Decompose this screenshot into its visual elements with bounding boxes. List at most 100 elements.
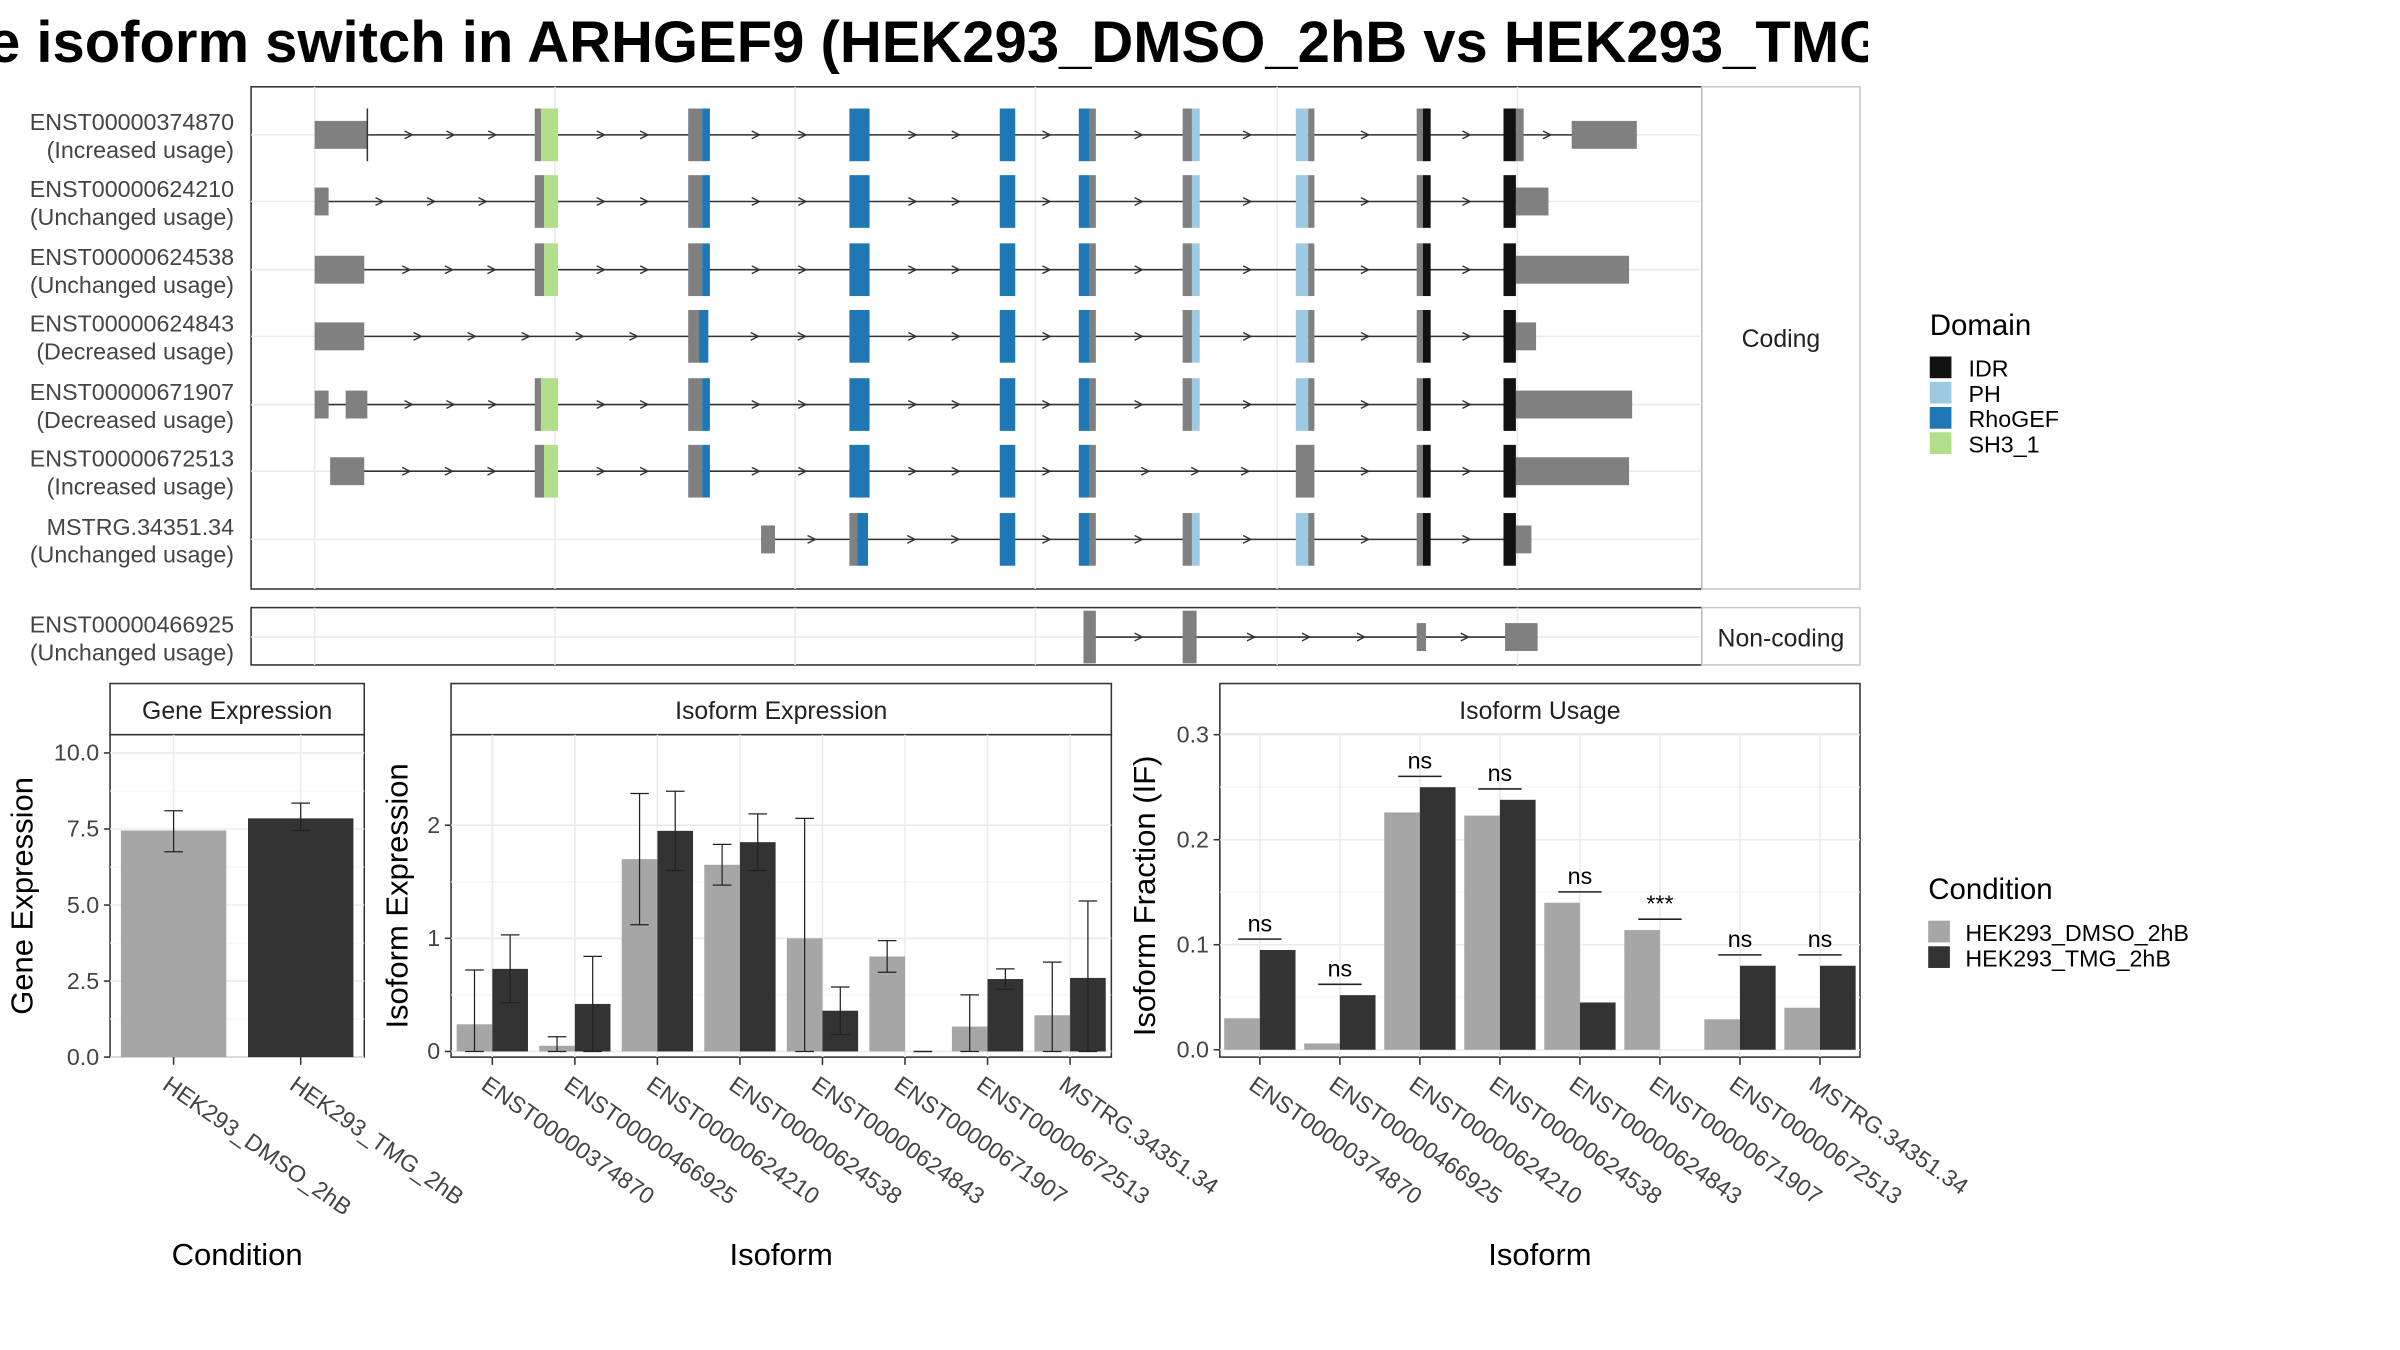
intron-arrow bbox=[750, 331, 761, 341]
intron-arrow bbox=[487, 466, 497, 476]
bar bbox=[739, 842, 776, 1052]
exon bbox=[1515, 108, 1524, 162]
intron-arrow bbox=[487, 265, 497, 275]
exon bbox=[314, 120, 368, 149]
domain-PH bbox=[1191, 513, 1200, 566]
intron-arrow bbox=[426, 197, 437, 206]
transcript-usage-label: (Increased usage) bbox=[47, 473, 234, 499]
panel-strip bbox=[450, 682, 1113, 736]
domain-PH bbox=[1295, 513, 1309, 566]
bar bbox=[120, 830, 227, 1058]
domain-legend-label: IDR bbox=[1969, 356, 2009, 382]
bar bbox=[1224, 1018, 1260, 1050]
intron-arrow bbox=[446, 130, 456, 140]
domain-IDR bbox=[1422, 444, 1431, 498]
intron-arrow bbox=[907, 197, 918, 206]
bar bbox=[1579, 1002, 1616, 1050]
significance-label: ns bbox=[1728, 926, 1753, 952]
exon bbox=[1571, 120, 1637, 149]
intron-arrow bbox=[1042, 400, 1052, 410]
exon bbox=[688, 378, 703, 431]
exon bbox=[1515, 457, 1630, 486]
domain-SH3_1 bbox=[544, 175, 558, 228]
intron-arrow bbox=[797, 197, 808, 206]
exon bbox=[1089, 108, 1096, 162]
exon bbox=[1308, 310, 1315, 363]
intron-arrow bbox=[1462, 265, 1472, 275]
exon bbox=[1308, 378, 1315, 431]
domain-PH bbox=[1191, 108, 1200, 162]
domain-PH bbox=[1191, 243, 1200, 297]
domain-PH bbox=[1191, 378, 1200, 431]
domain-RhoGEF bbox=[1078, 175, 1090, 228]
exon bbox=[534, 444, 545, 498]
domain-SH3_1 bbox=[544, 243, 558, 297]
exon bbox=[1416, 175, 1423, 228]
condition-legend-label: HEK293_TMG_2hB bbox=[1965, 945, 2170, 971]
exon bbox=[1515, 390, 1633, 419]
y-tick-label: 0 bbox=[427, 1038, 440, 1064]
condition-legend-key bbox=[1928, 946, 1950, 968]
domain-RhoGEF bbox=[999, 243, 1016, 297]
exon bbox=[1089, 513, 1096, 566]
domain-IDR bbox=[1422, 175, 1431, 228]
intron-arrow bbox=[1462, 331, 1472, 341]
domain-legend-label: RhoGEF bbox=[1969, 406, 2059, 432]
exon bbox=[688, 243, 703, 297]
transcript-id-label: ENST00000671907 bbox=[30, 379, 234, 405]
exon bbox=[688, 108, 703, 162]
y-tick-label: 0.1 bbox=[1177, 931, 1209, 957]
panel-strip bbox=[1219, 682, 1861, 736]
domain-RhoGEF bbox=[999, 108, 1016, 162]
intron-arrow bbox=[1190, 466, 1201, 476]
bar bbox=[704, 864, 740, 1052]
intron-arrow bbox=[907, 130, 918, 140]
domain-IDR bbox=[1422, 108, 1431, 162]
transcript-usage-label: (Unchanged usage) bbox=[30, 204, 234, 230]
exon bbox=[1089, 444, 1096, 498]
bar bbox=[1499, 799, 1536, 1050]
exon bbox=[534, 378, 541, 431]
intron-arrow bbox=[639, 265, 650, 275]
intron-arrow bbox=[487, 130, 498, 140]
exon bbox=[1416, 108, 1423, 162]
transcript-id-label: ENST00000672513 bbox=[30, 446, 234, 472]
domain-RhoGEF bbox=[999, 378, 1016, 431]
bar bbox=[1819, 965, 1856, 1050]
intron-arrow bbox=[446, 400, 456, 410]
domain-IDR bbox=[1422, 378, 1431, 431]
intron-arrow bbox=[629, 331, 639, 341]
domain-RhoGEF bbox=[999, 310, 1016, 363]
exon bbox=[534, 108, 541, 162]
intron-arrow bbox=[1240, 466, 1251, 476]
exon bbox=[1308, 175, 1315, 228]
coding-panel bbox=[250, 86, 1703, 590]
transcript-id-label: ENST00000624843 bbox=[30, 311, 234, 337]
domain-IDR bbox=[1422, 243, 1431, 297]
exon bbox=[688, 310, 700, 363]
y-tick-label: 0.2 bbox=[1177, 826, 1209, 852]
exon bbox=[761, 525, 775, 554]
intron-arrow bbox=[1134, 400, 1144, 410]
intron-arrow bbox=[951, 265, 962, 275]
strip-label-coding: Coding bbox=[1742, 326, 1821, 353]
exon bbox=[1308, 243, 1315, 297]
intron-arrow bbox=[807, 534, 817, 544]
domain-SH3_1 bbox=[540, 108, 558, 162]
significance-label: ns bbox=[1328, 956, 1353, 982]
transcript-id-label: MSTRG.34351.34 bbox=[47, 514, 234, 540]
domain-RhoGEF bbox=[849, 175, 870, 228]
intron-arrow bbox=[639, 466, 650, 476]
intron-arrow bbox=[1134, 331, 1144, 341]
intron-arrow bbox=[1242, 400, 1253, 410]
bar bbox=[1339, 995, 1376, 1050]
transcript-id-label: ENST00000624538 bbox=[30, 244, 234, 270]
intron-arrow bbox=[1042, 331, 1052, 341]
exon bbox=[1515, 255, 1630, 284]
intron-arrow bbox=[797, 466, 808, 476]
y-axis-label: Gene Expression bbox=[5, 777, 40, 1015]
exon bbox=[1416, 378, 1423, 431]
intron-arrow bbox=[751, 265, 762, 275]
